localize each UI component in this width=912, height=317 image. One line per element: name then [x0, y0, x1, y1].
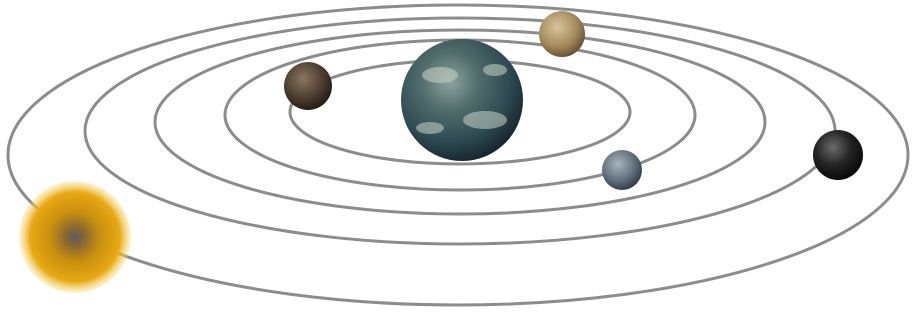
planet	[284, 62, 332, 110]
planet	[813, 130, 863, 180]
earth	[401, 39, 523, 161]
planet	[539, 11, 585, 57]
planet	[602, 150, 642, 190]
geocentric-diagram	[0, 0, 912, 317]
page	[0, 0, 912, 317]
sun	[19, 181, 131, 293]
